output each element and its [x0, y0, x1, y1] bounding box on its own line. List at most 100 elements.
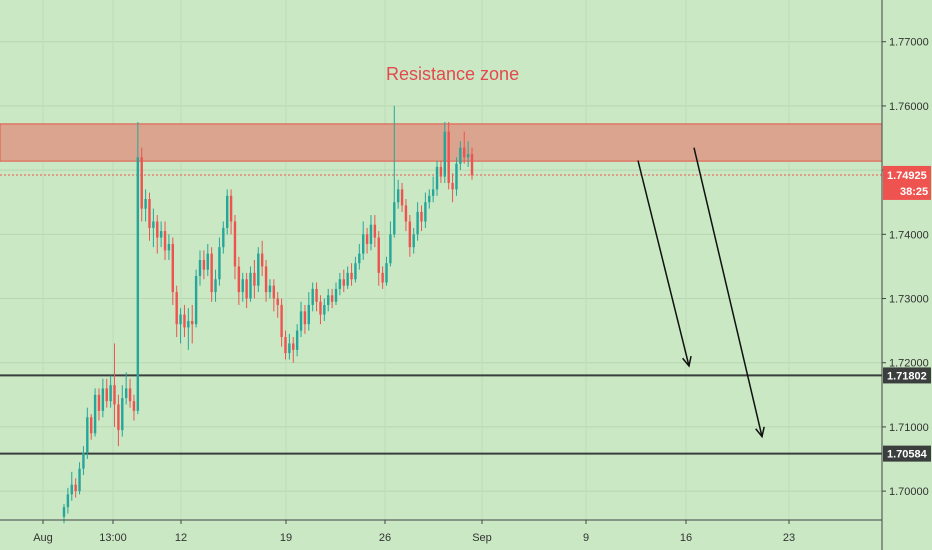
candle-body: [385, 263, 388, 283]
time-tick-label: 12: [175, 532, 187, 544]
candle-body: [424, 202, 427, 222]
level-badge: [883, 445, 931, 462]
candle-body: [327, 295, 330, 305]
candle-body: [389, 234, 392, 264]
resistance-zone: [0, 123, 883, 162]
candle-body: [132, 401, 136, 411]
candle-body: [171, 243, 175, 293]
candle-body: [121, 398, 124, 431]
price-axis[interactable]: 1.770001.760001.750001.740001.730001.720…: [881, 0, 932, 550]
candle-body: [253, 272, 256, 286]
candle-body: [416, 211, 419, 235]
candle-body: [241, 279, 244, 293]
time-tick-label: 19: [280, 532, 292, 544]
time-tick-label: 13:00: [99, 532, 127, 544]
level-badge-label: 1.71802: [887, 370, 927, 382]
candle-body: [459, 147, 462, 164]
candle-body: [202, 260, 206, 270]
trend-arrow-line: [637, 160, 690, 367]
candle-body: [222, 227, 225, 248]
candle-body: [284, 337, 287, 354]
time-tick-label: 16: [680, 532, 692, 544]
candle-body: [303, 311, 307, 325]
candle-body: [323, 304, 326, 315]
trend-arrow-head: [755, 426, 765, 439]
time-tick-label: 23: [783, 532, 795, 544]
candle-body: [377, 237, 380, 273]
candle-body: [408, 221, 412, 248]
candle-body: [288, 343, 291, 354]
candle-body: [280, 304, 283, 338]
candle-body: [249, 272, 252, 299]
candle-body: [431, 189, 435, 196]
candle-body: [315, 288, 318, 302]
candle-body: [144, 199, 147, 209]
price-tick-label: 1.71000: [889, 422, 929, 434]
candles: [62, 105, 474, 524]
candle-body: [66, 494, 70, 508]
candle-body: [62, 507, 66, 517]
candle-body: [257, 253, 260, 286]
candle-body: [194, 276, 198, 325]
candle-body: [82, 452, 85, 469]
candle-body: [159, 231, 163, 238]
candle-body: [435, 166, 439, 190]
candle-body: [198, 260, 202, 277]
candle-body: [350, 272, 353, 280]
candle-body: [86, 417, 89, 453]
candle-body: [455, 163, 458, 190]
candle-body: [393, 202, 396, 235]
level-badge-label: 1.70584: [887, 449, 928, 461]
candle-body: [225, 195, 229, 228]
candle-body: [136, 157, 140, 411]
price-tick-label: 1.77000: [889, 37, 929, 49]
price-tick-label: 1.76000: [889, 101, 929, 113]
candle-body: [451, 182, 454, 190]
candle-body: [358, 253, 361, 264]
candle-body: [319, 301, 322, 315]
candle-body: [404, 205, 408, 222]
candle-body: [342, 279, 345, 286]
candle-body: [245, 279, 248, 299]
candle-body: [299, 311, 303, 331]
candle-body: [167, 243, 171, 251]
price-tick-label: 1.70000: [889, 486, 929, 498]
trend-arrows: [637, 147, 765, 439]
trend-arrow-head: [682, 355, 692, 368]
candle-body: [470, 154, 474, 176]
candle-body: [210, 253, 213, 293]
candle-body: [97, 394, 101, 411]
candle-body: [338, 279, 342, 289]
candle-body: [369, 224, 373, 244]
time-tick-label: 9: [583, 532, 589, 544]
price-tick-label: 1.72000: [889, 358, 929, 370]
candle-body: [175, 292, 178, 325]
countdown-label: 38:25: [900, 186, 928, 198]
candle-body: [272, 285, 276, 299]
time-axis[interactable]: Aug 13:00 12 19 26 Sep 9 16 23: [0, 519, 882, 544]
candle-body: [400, 189, 404, 206]
candle-body: [381, 272, 384, 283]
candle-body: [89, 417, 93, 434]
candle-body: [447, 131, 450, 183]
candle-body: [148, 199, 151, 228]
candle-body: [152, 221, 155, 228]
last-price-badge: [883, 165, 931, 200]
candle-body: [233, 221, 237, 267]
candle-body: [373, 224, 377, 238]
candle-body: [183, 314, 186, 328]
candle-body: [101, 388, 105, 411]
candle-body: [268, 285, 272, 293]
candle-body: [264, 266, 268, 293]
candle-body: [229, 195, 233, 222]
candle-body: [70, 484, 73, 495]
candle-body: [109, 385, 112, 402]
candle-body: [237, 266, 241, 293]
candle-body: [117, 404, 120, 431]
last-price-label: 1.74925: [887, 170, 927, 182]
candle-body: [466, 154, 470, 158]
candle-body: [292, 343, 295, 350]
